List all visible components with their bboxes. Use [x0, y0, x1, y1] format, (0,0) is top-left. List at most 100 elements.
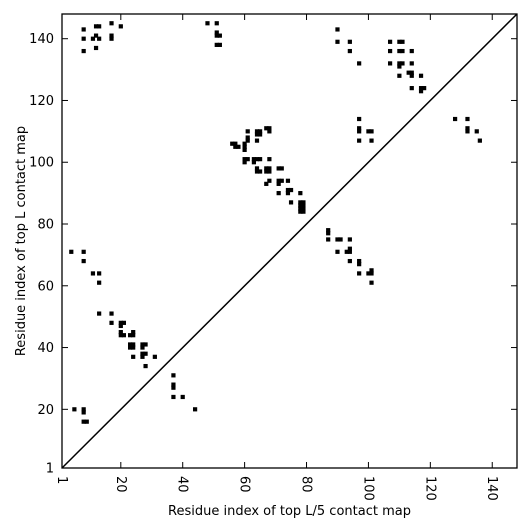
- x-axis-title: Residue index of top L/5 contact map: [168, 504, 411, 519]
- contact-point-upper: [245, 138, 250, 143]
- contact-point-upper: [301, 206, 306, 211]
- contact-point-upper: [288, 187, 294, 193]
- contact-point-upper: [276, 178, 281, 183]
- contact-point-lower: [171, 382, 176, 387]
- contact-point-upper: [357, 138, 362, 143]
- contact-point-upper: [335, 27, 340, 32]
- x-tick-label: 1: [54, 476, 69, 484]
- contact-point-lower: [171, 394, 176, 400]
- contact-point-upper: [465, 126, 470, 131]
- contact-point-upper: [279, 178, 284, 183]
- contact-point-upper: [418, 86, 424, 91]
- contact-point-upper: [242, 144, 247, 149]
- contact-point-lower: [72, 407, 77, 412]
- contact-point-lower: [131, 330, 136, 335]
- contact-point-upper: [93, 24, 99, 29]
- contact-point-upper: [357, 61, 362, 66]
- contact-point-upper: [214, 33, 219, 38]
- contact-point-lower: [347, 237, 352, 242]
- contact-point-upper: [81, 48, 86, 54]
- contact-point-lower: [326, 231, 331, 236]
- contact-point-upper: [276, 181, 281, 186]
- contact-point-lower: [131, 345, 136, 350]
- contact-point-upper: [254, 157, 260, 162]
- contact-point-lower: [143, 363, 148, 369]
- contact-point-upper: [214, 42, 219, 47]
- contact-point-upper: [465, 129, 470, 134]
- contact-point-lower: [180, 394, 185, 400]
- contact-point-upper: [245, 135, 250, 140]
- contact-point-upper: [279, 166, 284, 171]
- contact-point-upper: [264, 169, 269, 174]
- contact-point-lower: [338, 237, 343, 242]
- contact-point-lower: [326, 228, 331, 233]
- contact-point-lower: [118, 320, 123, 325]
- contact-point-upper: [347, 48, 352, 54]
- x-axis: 1 20 40 60 80 100 120 140: [54, 14, 499, 501]
- contact-point-upper: [357, 116, 362, 122]
- contact-point-upper: [357, 129, 362, 134]
- contact-point-lower: [357, 262, 362, 267]
- contact-point-lower: [97, 280, 102, 285]
- contact-point-lower: [81, 407, 86, 412]
- contact-point-lower: [140, 345, 145, 350]
- contact-point-lower: [84, 419, 89, 424]
- contact-point-lower: [140, 351, 145, 356]
- contact-point-upper: [369, 138, 374, 143]
- contact-point-upper: [301, 209, 306, 214]
- contact-point-upper: [257, 169, 263, 174]
- contact-point-lower: [344, 249, 349, 254]
- contact-point-upper: [418, 73, 424, 78]
- contact-point-upper: [233, 141, 238, 146]
- contact-point-upper: [81, 27, 86, 32]
- contact-point-upper: [205, 21, 210, 26]
- contact-point-upper: [409, 73, 414, 78]
- contact-point-upper: [236, 144, 241, 149]
- contact-point-lower: [366, 271, 371, 276]
- contact-point-lower: [97, 311, 102, 316]
- contact-point-upper: [267, 178, 272, 183]
- contact-point-upper: [214, 21, 219, 26]
- contact-point-upper: [387, 39, 393, 44]
- contact-point-upper: [298, 203, 303, 208]
- contact-point-upper: [109, 21, 114, 26]
- contact-point-upper: [406, 70, 411, 75]
- contact-point-lower: [192, 407, 198, 412]
- contact-point-lower: [143, 342, 148, 347]
- y-tick-label: 100: [29, 156, 54, 171]
- contact-point-upper: [217, 33, 222, 38]
- contact-point-upper: [465, 116, 470, 122]
- contact-point-upper: [418, 89, 424, 94]
- contact-point-upper: [242, 157, 247, 162]
- contact-point-lower: [131, 354, 136, 359]
- contact-point-lower: [81, 258, 86, 264]
- contact-point-lower: [109, 311, 114, 316]
- contact-point-lower: [121, 320, 127, 325]
- contact-point-lower: [143, 351, 148, 356]
- contact-point-upper: [400, 39, 405, 44]
- contact-point-lower: [127, 342, 133, 347]
- contact-point-lower: [326, 237, 331, 242]
- x-tick-label: 100: [360, 476, 375, 501]
- contact-point-lower: [347, 258, 352, 264]
- contact-point-upper: [422, 86, 427, 91]
- contact-point-upper: [109, 33, 114, 38]
- lower-triangle-points: [69, 228, 374, 424]
- contact-point-upper: [254, 138, 260, 143]
- contact-point-upper: [264, 181, 269, 186]
- contact-point-upper: [254, 129, 260, 134]
- contact-point-upper: [298, 209, 303, 214]
- contact-point-upper: [109, 36, 114, 41]
- contact-point-upper: [257, 157, 263, 162]
- contact-point-lower: [127, 345, 133, 350]
- contact-point-lower: [109, 320, 114, 325]
- contact-point-upper: [267, 126, 272, 131]
- contact-point-upper: [233, 144, 238, 149]
- contact-point-lower: [127, 333, 133, 338]
- contact-point-lower: [131, 333, 136, 338]
- contact-point-lower: [121, 333, 127, 338]
- contact-point-upper: [118, 24, 123, 29]
- contact-point-lower: [171, 385, 176, 390]
- upper-triangle-points: [81, 21, 482, 214]
- x-tick-label: 140: [484, 476, 499, 501]
